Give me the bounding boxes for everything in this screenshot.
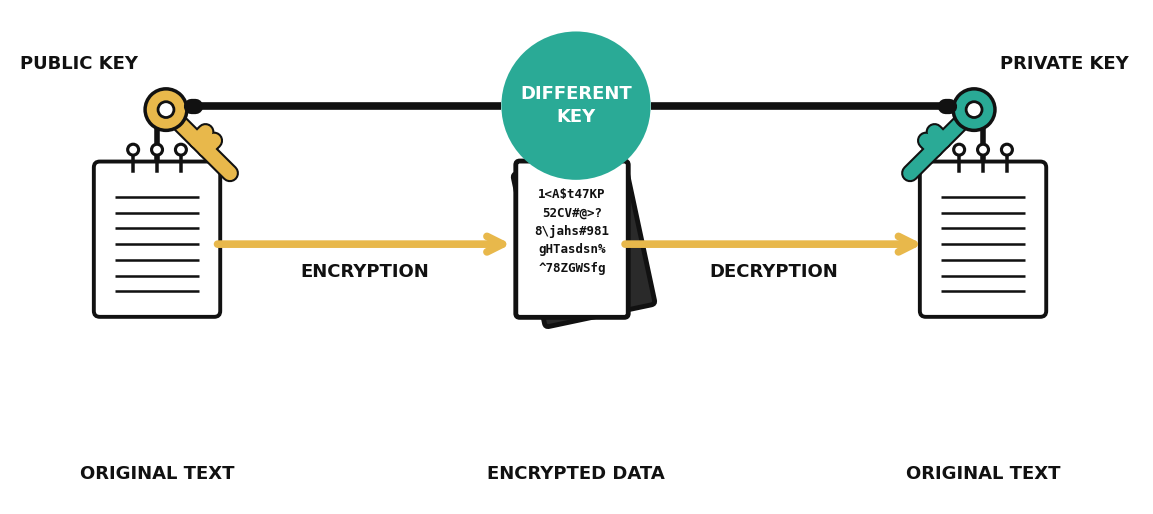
Text: 1<A$t47KP
52CV#@>?
8\jahs#981
gHTasdsn%
^78ZGWSfg: 1<A$t47KP 52CV#@>? 8\jahs#981 gHTasdsn% …: [535, 188, 610, 275]
Text: DECRYPTION: DECRYPTION: [709, 263, 838, 281]
Circle shape: [502, 31, 650, 180]
Text: ENCRYPTION: ENCRYPTION: [300, 263, 429, 281]
Text: ENCRYPTED DATA: ENCRYPTED DATA: [487, 465, 665, 483]
Circle shape: [151, 144, 163, 155]
Circle shape: [966, 102, 982, 118]
Circle shape: [954, 144, 965, 155]
FancyBboxPatch shape: [513, 152, 655, 326]
Text: PUBLIC KEY: PUBLIC KEY: [21, 55, 138, 73]
Circle shape: [128, 144, 138, 155]
Circle shape: [1002, 144, 1012, 155]
Text: ORIGINAL TEXT: ORIGINAL TEXT: [80, 465, 234, 483]
Circle shape: [978, 144, 988, 155]
Circle shape: [954, 89, 995, 131]
Text: PRIVATE KEY: PRIVATE KEY: [1001, 55, 1129, 73]
FancyBboxPatch shape: [515, 161, 628, 317]
FancyBboxPatch shape: [920, 161, 1046, 317]
Circle shape: [175, 144, 187, 155]
Text: ORIGINAL TEXT: ORIGINAL TEXT: [906, 465, 1061, 483]
Circle shape: [145, 89, 187, 131]
FancyBboxPatch shape: [93, 161, 220, 317]
Circle shape: [158, 102, 174, 118]
Text: DIFFERENT
KEY: DIFFERENT KEY: [520, 85, 632, 126]
